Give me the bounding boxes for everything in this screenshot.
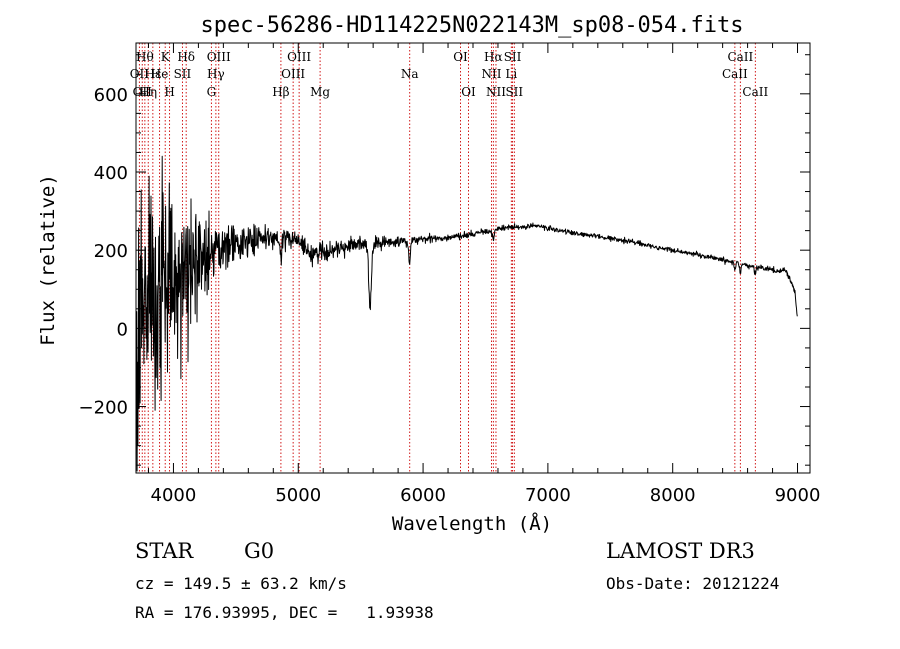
marker-label: Hε bbox=[145, 67, 162, 81]
y-tick-label: 400 bbox=[94, 163, 128, 184]
marker-label: Mg bbox=[310, 85, 330, 99]
x-tick-label: 5000 bbox=[275, 485, 321, 506]
coordinates: RA = 176.93995, DEC = 1.93938 bbox=[135, 603, 434, 622]
x-axis-label: Wavelength (Å) bbox=[392, 512, 552, 535]
object-class: STAR bbox=[135, 539, 194, 563]
x-tick-label: 4000 bbox=[151, 485, 197, 506]
marker-label: SII bbox=[505, 85, 523, 99]
marker-label: Na bbox=[401, 67, 419, 81]
marker-label: Hθ bbox=[136, 50, 154, 64]
object-subclass: G0 bbox=[244, 539, 275, 563]
marker-label: H bbox=[164, 85, 174, 99]
marker-label: Hη bbox=[139, 85, 157, 99]
y-axis-label: Flux (relative) bbox=[37, 174, 59, 346]
x-tick-label: 9000 bbox=[775, 485, 821, 506]
marker-label: OIII bbox=[281, 67, 305, 81]
plot-frame bbox=[135, 42, 811, 474]
marker-label: Hγ bbox=[207, 67, 225, 81]
x-tick-label: 6000 bbox=[400, 485, 446, 506]
marker-label: NII bbox=[481, 67, 501, 81]
marker-label: Hβ bbox=[272, 85, 289, 99]
x-axis: 4000 5000 6000 7000 8000 9000 bbox=[147, 43, 821, 506]
marker-lines bbox=[138, 43, 756, 473]
y-tick-label: 600 bbox=[94, 85, 128, 106]
marker-labels: OIIOIIHθHηHεHeKHSIIHδGHγOIIIHβOIIIOIIIMg… bbox=[130, 50, 769, 99]
marker-label: SII bbox=[174, 67, 192, 81]
y-tick-label: 200 bbox=[94, 241, 128, 262]
marker-label: Hα bbox=[484, 50, 503, 64]
y-tick-label: 0 bbox=[117, 319, 128, 340]
marker-label: OI bbox=[461, 85, 476, 99]
redshift-value: cz = 149.5 ± 63.2 km/s bbox=[135, 574, 347, 593]
marker-label: NII bbox=[486, 85, 506, 99]
chart-title: spec-56286-HD114225N022143M_sp08-054.fit… bbox=[200, 13, 743, 38]
spectrum-line bbox=[135, 155, 798, 472]
marker-label: OIII bbox=[207, 50, 231, 64]
marker-label: CaII bbox=[722, 67, 748, 81]
marker-label: CaII bbox=[742, 85, 768, 99]
marker-label: G bbox=[207, 85, 217, 99]
x-tick-label: 7000 bbox=[525, 485, 571, 506]
marker-label: He bbox=[151, 67, 169, 81]
marker-label: Li bbox=[505, 67, 517, 81]
marker-label: OII bbox=[133, 85, 153, 99]
marker-label: OI bbox=[453, 50, 468, 64]
obs-date: Obs-Date: 20121224 bbox=[606, 574, 780, 593]
marker-label: SII bbox=[504, 50, 522, 64]
y-axis: −200 0 200 400 600 bbox=[79, 54, 810, 466]
y-tick-label: −200 bbox=[79, 398, 128, 419]
survey-name: LAMOST DR3 bbox=[606, 539, 755, 563]
marker-label: Hδ bbox=[177, 50, 195, 64]
marker-label: K bbox=[161, 50, 171, 64]
marker-label: CaII bbox=[727, 50, 753, 64]
marker-label: OIII bbox=[287, 50, 311, 64]
x-tick-label: 8000 bbox=[650, 485, 696, 506]
